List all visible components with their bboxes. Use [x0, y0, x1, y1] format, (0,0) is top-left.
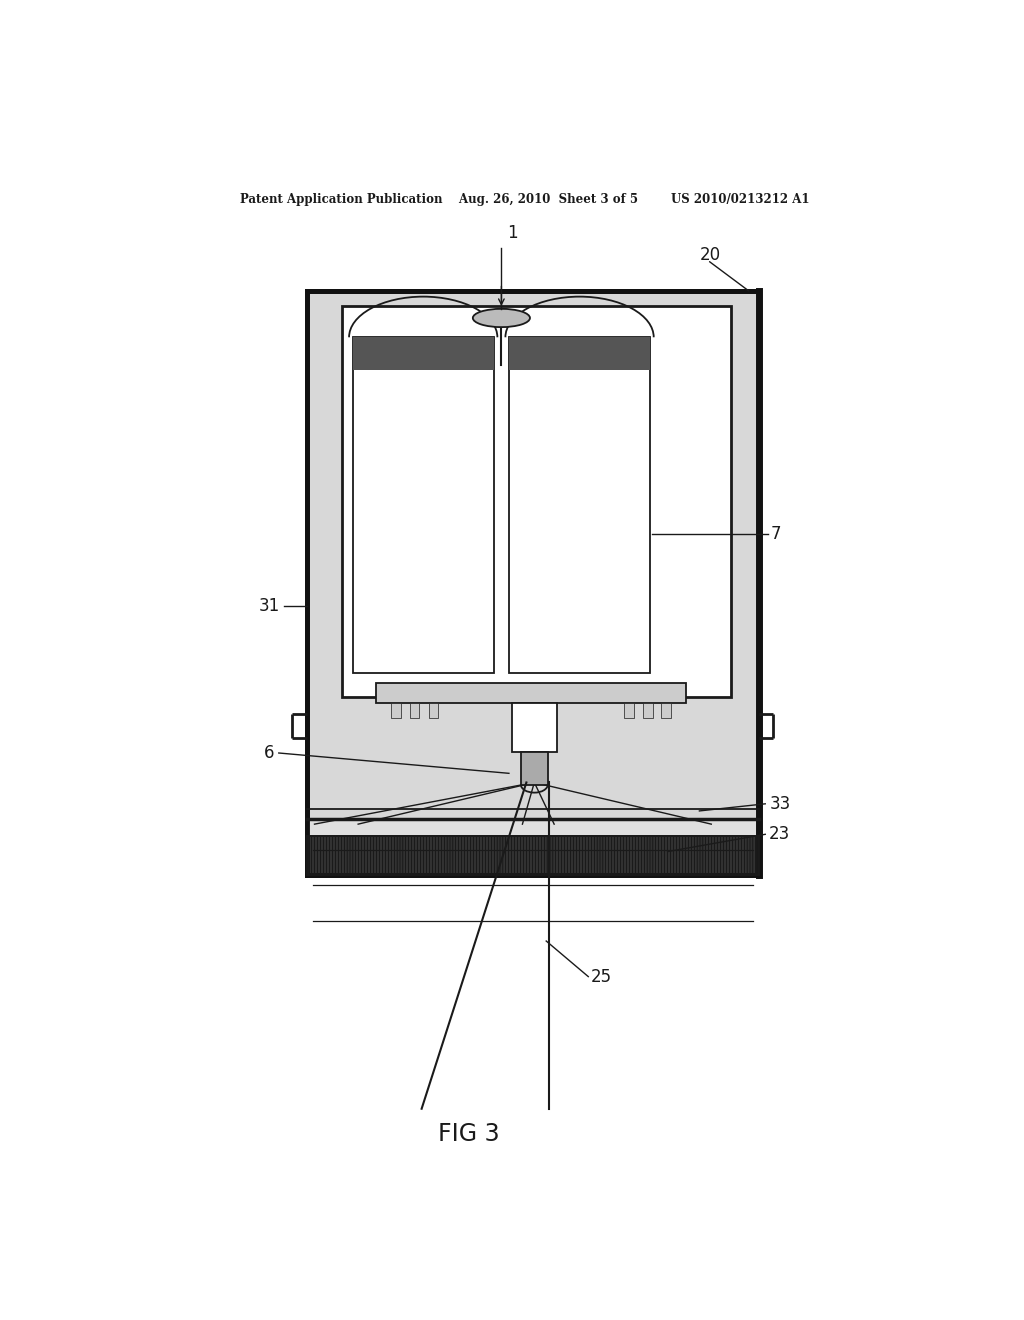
Bar: [521, 752, 548, 784]
Text: 33: 33: [769, 795, 791, 813]
Bar: [509, 338, 650, 370]
Bar: [342, 306, 731, 697]
Bar: [306, 818, 759, 837]
Bar: [643, 704, 652, 718]
Text: 23: 23: [769, 825, 791, 843]
Bar: [306, 290, 759, 875]
Bar: [352, 338, 494, 673]
Bar: [377, 682, 686, 704]
Text: Patent Application Publication    Aug. 26, 2010  Sheet 3 of 5        US 2010/021: Patent Application Publication Aug. 26, …: [240, 193, 810, 206]
Text: 7: 7: [771, 525, 781, 544]
Bar: [624, 704, 634, 718]
Text: 31: 31: [259, 597, 281, 615]
Bar: [306, 837, 759, 875]
Text: 1: 1: [508, 223, 518, 242]
Bar: [352, 338, 494, 370]
Bar: [512, 704, 557, 752]
Bar: [410, 704, 419, 718]
Bar: [509, 338, 650, 673]
Text: 6: 6: [264, 744, 274, 762]
Bar: [662, 704, 671, 718]
Bar: [391, 704, 401, 718]
Bar: [429, 704, 438, 718]
Text: FIG 3: FIG 3: [438, 1122, 500, 1146]
Text: 20: 20: [699, 246, 721, 264]
Text: 25: 25: [591, 968, 611, 986]
Ellipse shape: [473, 309, 530, 327]
